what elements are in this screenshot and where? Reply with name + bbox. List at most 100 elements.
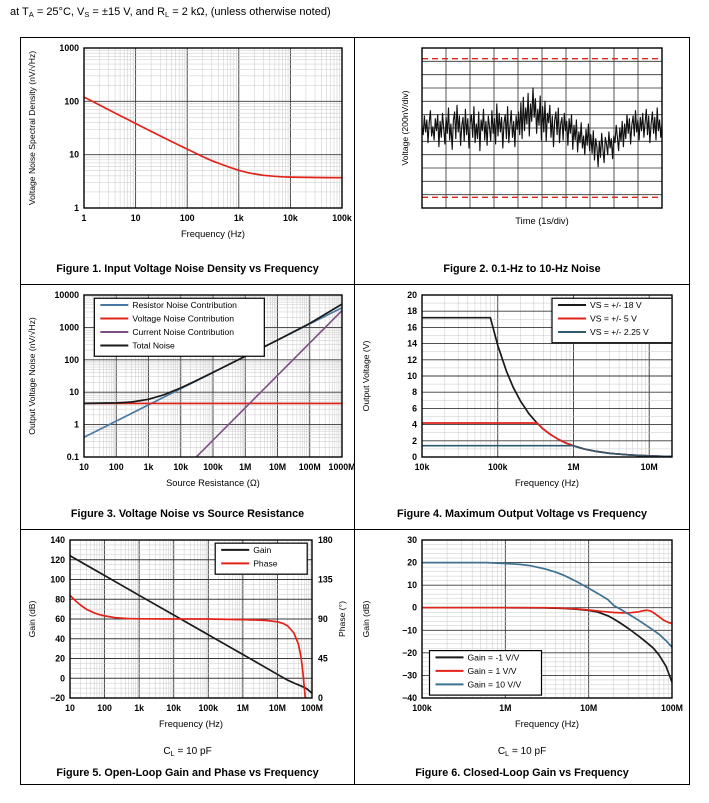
svg-text:1M: 1M <box>236 703 248 713</box>
cond-symbol: C <box>163 746 171 757</box>
cond-subscript: L <box>170 749 175 758</box>
test-conditions-note: at TA = 25°C, VS = ±15 V, and RL = 2 kΩ,… <box>10 6 331 19</box>
svg-text:2: 2 <box>412 436 417 446</box>
svg-text:135: 135 <box>318 575 333 585</box>
svg-text:100: 100 <box>108 462 123 472</box>
svg-text:Frequency (Hz): Frequency (Hz) <box>515 478 579 488</box>
svg-text:10: 10 <box>65 703 75 713</box>
figure-cell-3: 10 100 1k 10k 100k 1M 10M 100M 1000M 0.1 1 10 100 100… <box>21 285 355 530</box>
svg-text:10k: 10k <box>173 462 188 472</box>
svg-text:1: 1 <box>74 203 79 213</box>
svg-text:−20: −20 <box>50 693 65 703</box>
svg-text:Total Noise: Total Noise <box>132 340 175 350</box>
svg-text:100k: 100k <box>332 213 352 223</box>
svg-text:Gain (dB): Gain (dB) <box>27 600 37 637</box>
figure-cell-1: 1 10 100 1k 10k 100k 1 10 100 1000 Frequency (Hz) V… <box>21 38 355 285</box>
svg-text:100: 100 <box>50 575 65 585</box>
svg-text:10: 10 <box>407 371 417 381</box>
svg-text:10: 10 <box>130 213 140 223</box>
svg-text:1k: 1k <box>233 213 243 223</box>
figure1-caption: Figure 1. Input Voltage Noise Density vs… <box>56 263 319 275</box>
figure-cell-5: 10 100 1k 10k 100k 1M 10M 100M −20 0 20 40 60 80 100 12… <box>21 530 355 784</box>
svg-text:Gain = -1 V/V: Gain = -1 V/V <box>468 652 520 662</box>
svg-text:1M: 1M <box>499 703 511 713</box>
svg-text:4: 4 <box>412 420 417 430</box>
svg-text:Voltage (200nV/div): Voltage (200nV/div) <box>400 90 410 165</box>
svg-text:Voltage Noise Contribution: Voltage Noise Contribution <box>132 313 234 323</box>
figure2-caption: Figure 2. 0.1-Hz to 10-Hz Noise <box>443 263 601 275</box>
svg-text:100: 100 <box>64 96 79 106</box>
svg-text:140: 140 <box>50 535 65 545</box>
closed-loop-gain-chart: 100k 1M 10M 100M −40 −30 −20 −10 0 10 20 30 Frequenc… <box>361 535 683 729</box>
svg-text:8: 8 <box>412 387 417 397</box>
svg-text:20: 20 <box>407 290 417 300</box>
figure-cell-6: 100k 1M 10M 100M −40 −30 −20 −10 0 10 20 30 Frequenc… <box>355 530 689 784</box>
figure6-condition: CL = 10 pF <box>355 746 689 758</box>
svg-text:45: 45 <box>318 654 328 664</box>
svg-text:100k: 100k <box>203 462 223 472</box>
svg-text:120: 120 <box>50 555 65 565</box>
subscript-vs: S <box>84 10 90 19</box>
svg-text:10: 10 <box>407 580 417 590</box>
svg-text:−20: −20 <box>402 648 417 658</box>
svg-text:Resistor Noise Contribution: Resistor Noise Contribution <box>132 300 237 310</box>
svg-text:10000: 10000 <box>54 290 79 300</box>
svg-text:Frequency (Hz): Frequency (Hz) <box>515 719 579 729</box>
svg-text:10M: 10M <box>641 462 658 472</box>
svg-text:10M: 10M <box>268 462 285 472</box>
figure-grid: 1 10 100 1k 10k 100k 1 10 100 1000 Frequency (Hz) V… <box>20 37 690 785</box>
svg-text:100: 100 <box>97 703 112 713</box>
svg-text:100M: 100M <box>661 703 683 713</box>
cond-text: at T <box>10 6 29 18</box>
svg-text:Gain = 1 V/V: Gain = 1 V/V <box>468 666 517 676</box>
svg-text:0: 0 <box>60 673 65 683</box>
svg-text:1k: 1k <box>134 703 144 713</box>
cond-value: = 10 pF <box>174 746 212 757</box>
svg-text:1000M: 1000M <box>328 462 353 472</box>
cond-value: = 10 pF <box>509 746 547 757</box>
svg-text:Gain: Gain <box>253 545 271 555</box>
svg-text:Phase (°): Phase (°) <box>337 601 347 637</box>
svg-text:100k: 100k <box>412 703 432 713</box>
svg-text:Time (1s/div): Time (1s/div) <box>515 216 568 226</box>
figure3-caption: Figure 3. Voltage Noise vs Source Resist… <box>70 508 305 520</box>
svg-text:10: 10 <box>79 462 89 472</box>
voltage-noise-vs-source-resistance-chart: 10 100 1k 10k 100k 1M 10M 100M 1000M 0.1 1 10 100 100… <box>27 290 354 488</box>
svg-text:180: 180 <box>318 535 333 545</box>
svg-text:80: 80 <box>55 594 65 604</box>
svg-text:10: 10 <box>69 387 79 397</box>
svg-text:30: 30 <box>407 535 417 545</box>
svg-text:100M: 100M <box>300 703 322 713</box>
input-voltage-noise-density-chart: 1 10 100 1k 10k 100k 1 10 100 1000 Frequency (Hz) V… <box>27 43 352 239</box>
svg-text:10k: 10k <box>283 213 298 223</box>
svg-text:−40: −40 <box>402 693 417 703</box>
svg-text:0: 0 <box>412 603 417 613</box>
svg-text:10k: 10k <box>166 703 181 713</box>
svg-text:1: 1 <box>74 420 79 430</box>
svg-text:12: 12 <box>407 355 417 365</box>
svg-text:1000: 1000 <box>59 322 79 332</box>
svg-text:90: 90 <box>318 614 328 624</box>
svg-text:Gain = 10 V/V: Gain = 10 V/V <box>468 679 522 689</box>
figure-cell-4: 10k 100k 1M 10M 0 2 4 6 8 10 12 14 16 18 20 Frequency (… <box>355 285 689 530</box>
svg-text:6: 6 <box>412 403 417 413</box>
cond-subscript: L <box>505 749 510 758</box>
svg-text:10M: 10M <box>580 703 597 713</box>
svg-text:100: 100 <box>179 213 194 223</box>
svg-text:Output Voltage (V): Output Voltage (V) <box>361 341 371 412</box>
svg-text:1k: 1k <box>143 462 153 472</box>
svg-text:100M: 100M <box>298 462 320 472</box>
svg-text:VS = +/- 5 V: VS = +/- 5 V <box>590 313 637 323</box>
svg-text:Voltage Noise Spectral Density: Voltage Noise Spectral Density (nV/√Hz) <box>27 51 37 205</box>
svg-text:Frequency (Hz): Frequency (Hz) <box>158 719 222 729</box>
svg-text:VS = +/- 2.25 V: VS = +/- 2.25 V <box>590 327 649 337</box>
svg-text:10: 10 <box>69 150 79 160</box>
svg-text:Phase: Phase <box>253 558 278 568</box>
svg-text:20: 20 <box>407 558 417 568</box>
svg-text:18: 18 <box>407 306 417 316</box>
svg-text:Source Resistance (Ω): Source Resistance (Ω) <box>166 478 260 488</box>
svg-text:0: 0 <box>412 452 417 462</box>
svg-text:100k: 100k <box>198 703 218 713</box>
svg-text:1000: 1000 <box>59 43 79 53</box>
cond-text: = 25°C, V <box>33 6 85 18</box>
